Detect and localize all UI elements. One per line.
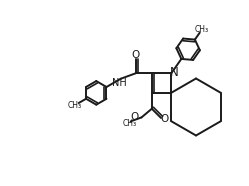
Text: NH: NH [112,78,127,88]
Text: CH₃: CH₃ [123,119,137,128]
Text: CH₃: CH₃ [195,25,209,34]
Text: O: O [131,112,139,122]
Text: O: O [132,50,140,60]
Text: N: N [170,66,179,79]
Text: O: O [161,114,169,124]
Text: CH₃: CH₃ [68,101,82,110]
